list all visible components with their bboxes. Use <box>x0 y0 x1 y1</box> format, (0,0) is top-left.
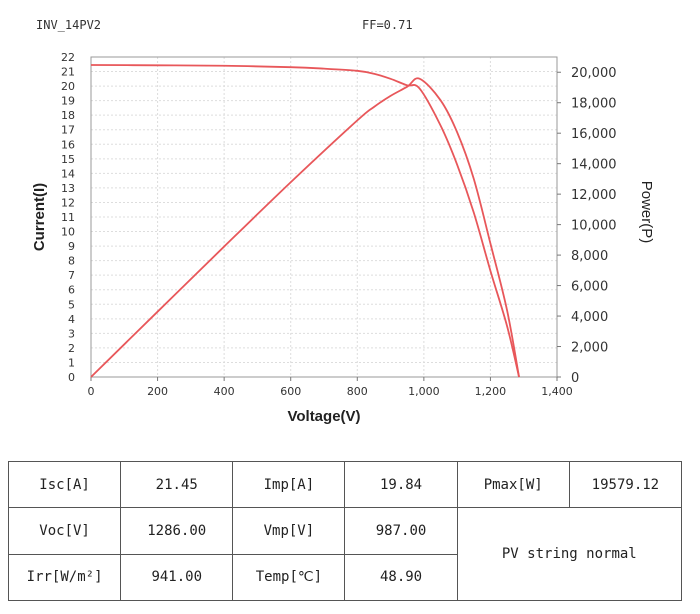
y-right-tick-label: 12,000 <box>571 188 617 203</box>
y-right-tick-label: 14,000 <box>571 158 617 173</box>
irr-value: 941.00 <box>120 553 234 602</box>
x-tick-label: 1,400 <box>541 385 573 398</box>
x-tick-label: 1,200 <box>475 385 507 398</box>
y-left-tick-label: 16 <box>61 138 75 151</box>
irr-label: Irr[W/m²] <box>7 553 122 602</box>
imp-label: Imp[A] <box>232 460 346 509</box>
vmp-value: 987.00 <box>344 507 458 555</box>
pmax-value: 19579.12 <box>568 460 683 509</box>
voc-label: Voc[V] <box>7 507 122 555</box>
x-axis-label: Voltage(V) <box>287 408 360 425</box>
y-left-tick-label: 12 <box>61 196 75 209</box>
y-left-tick-label: 2 <box>68 342 75 355</box>
y-left-tick-label: 9 <box>68 240 75 253</box>
y-left-tick-label: 21 <box>61 66 75 79</box>
y-left-tick-label: 6 <box>68 284 75 297</box>
x-tick-label: 800 <box>347 385 368 398</box>
chart-grid <box>90 56 558 378</box>
x-tick-label: 200 <box>147 385 168 398</box>
y-left-tick-label: 15 <box>61 153 75 166</box>
y-left-tick-label: 20 <box>61 80 75 93</box>
y-left-tick-label: 14 <box>61 167 75 180</box>
y-left-tick-label: 0 <box>68 371 75 384</box>
pv-parameters-table: Isc[A] 21.45 Imp[A] 19.84 Pmax[W] 19579.… <box>7 460 683 602</box>
y-right-tick-label: 10,000 <box>571 219 617 234</box>
plot-frame <box>90 56 558 378</box>
y-axis-right-label: Power(P) <box>638 181 655 244</box>
voc-value: 1286.00 <box>120 507 234 555</box>
x-tick-label: 0 <box>88 385 95 398</box>
table-row: Irr[W/m²] 941.00 Temp[℃] 48.90 <box>7 553 682 602</box>
y-left-tick-label: 5 <box>68 298 75 311</box>
temp-label: Temp[℃] <box>232 553 346 602</box>
y-right-tick-label: 4,000 <box>571 310 608 325</box>
x-tick-label: 1,000 <box>408 385 440 398</box>
y-right-tick-label: 2,000 <box>571 341 608 356</box>
isc-label: Isc[A] <box>7 460 122 509</box>
vmp-label: Vmp[V] <box>232 507 346 555</box>
y-left-tick-label: 11 <box>61 211 75 224</box>
y-right-tick-label: 8,000 <box>571 249 608 264</box>
y-right-tick-label: 6,000 <box>571 280 608 295</box>
imp-value: 19.84 <box>344 460 458 509</box>
x-tick-label: 400 <box>214 385 235 398</box>
y-left-tick-label: 10 <box>61 226 75 239</box>
y-right-tick-label: 0 <box>571 371 579 386</box>
y-left-tick-label: 4 <box>68 313 75 326</box>
y-left-tick-label: 13 <box>61 182 75 195</box>
y-left-tick-label: 22 <box>61 51 75 64</box>
y-left-tick-label: 7 <box>68 269 75 282</box>
y-left-tick-label: 1 <box>68 356 75 369</box>
y-right-tick-label: 18,000 <box>571 97 617 112</box>
chart-series <box>90 64 520 378</box>
power-curve <box>90 77 520 378</box>
table-row: Voc[V] 1286.00 Vmp[V] 987.00 PV string n… <box>7 507 683 601</box>
fill-factor-value: FF=0.71 <box>362 18 413 32</box>
y-right-tick-label: 16,000 <box>571 127 617 142</box>
x-tick-label: 600 <box>280 385 301 398</box>
y-left-tick-label: 19 <box>61 95 75 108</box>
status-text: PV string normal <box>456 507 683 601</box>
table-row: Isc[A] 21.45 Imp[A] 19.84 Pmax[W] 19579.… <box>7 460 683 509</box>
y-right-tick-label: 20,000 <box>571 66 617 81</box>
current-curve <box>90 64 520 378</box>
y-left-tick-label: 17 <box>61 124 75 137</box>
isc-value: 21.45 <box>120 460 234 509</box>
y-left-tick-label: 8 <box>68 255 75 268</box>
inverter-name: INV_14PV2 <box>36 18 102 32</box>
y-left-tick-label: 3 <box>68 327 75 340</box>
pmax-label: Pmax[W] <box>456 460 570 509</box>
y-axis-left-label: Current(I) <box>31 183 48 251</box>
temp-value: 48.90 <box>344 553 458 602</box>
y-left-tick-label: 18 <box>61 109 75 122</box>
